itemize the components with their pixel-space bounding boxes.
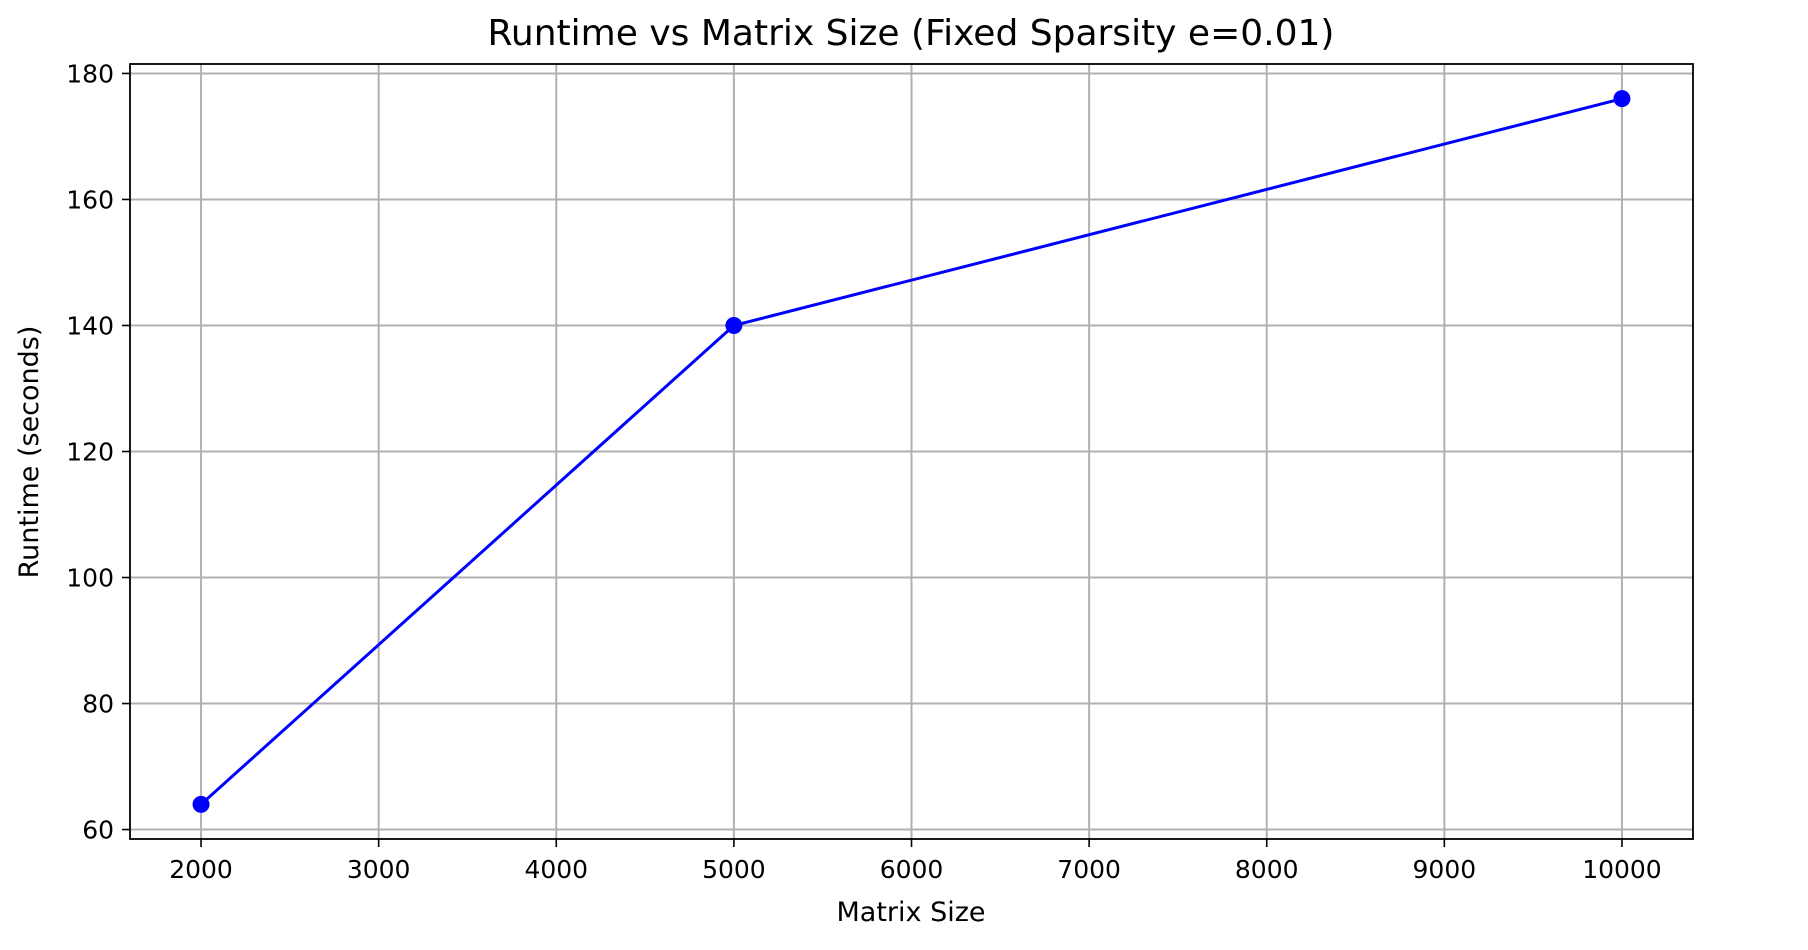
x-tick-label: 9000 (1413, 855, 1477, 884)
data-point (1613, 90, 1631, 108)
x-tick-label: 3000 (347, 855, 411, 884)
chart-title: Runtime vs Matrix Size (Fixed Sparsity e… (488, 13, 1335, 54)
y-tick-label: 100 (66, 564, 114, 593)
x-axis-label: Matrix Size (836, 897, 985, 928)
y-tick-label: 60 (82, 816, 114, 845)
data-point (192, 795, 210, 813)
y-tick-label: 120 (66, 438, 114, 467)
y-tick-label: 80 (82, 690, 114, 719)
x-tick-label: 10000 (1582, 855, 1662, 884)
data-point (725, 316, 743, 334)
x-tick-label: 4000 (524, 855, 588, 884)
x-tick-label: 5000 (702, 855, 766, 884)
x-tick-label: 2000 (169, 855, 233, 884)
y-axis-label: Runtime (seconds) (14, 326, 45, 579)
y-axis-ticks: 60 80 100 120 140 160 180 (66, 59, 130, 845)
plot-frame (129, 63, 1694, 840)
x-tick-label: 8000 (1235, 855, 1299, 884)
y-tick-label: 180 (66, 59, 114, 88)
grid-lines (130, 64, 1693, 839)
y-tick-label: 160 (66, 185, 114, 214)
x-tick-label: 6000 (880, 855, 944, 884)
x-axis-ticks: 2000 3000 4000 5000 6000 7000 8000 9000 10000 (169, 839, 1662, 884)
x-tick-label: 7000 (1057, 855, 1121, 884)
series-layer (192, 90, 1631, 813)
y-tick-label: 140 (66, 311, 114, 340)
